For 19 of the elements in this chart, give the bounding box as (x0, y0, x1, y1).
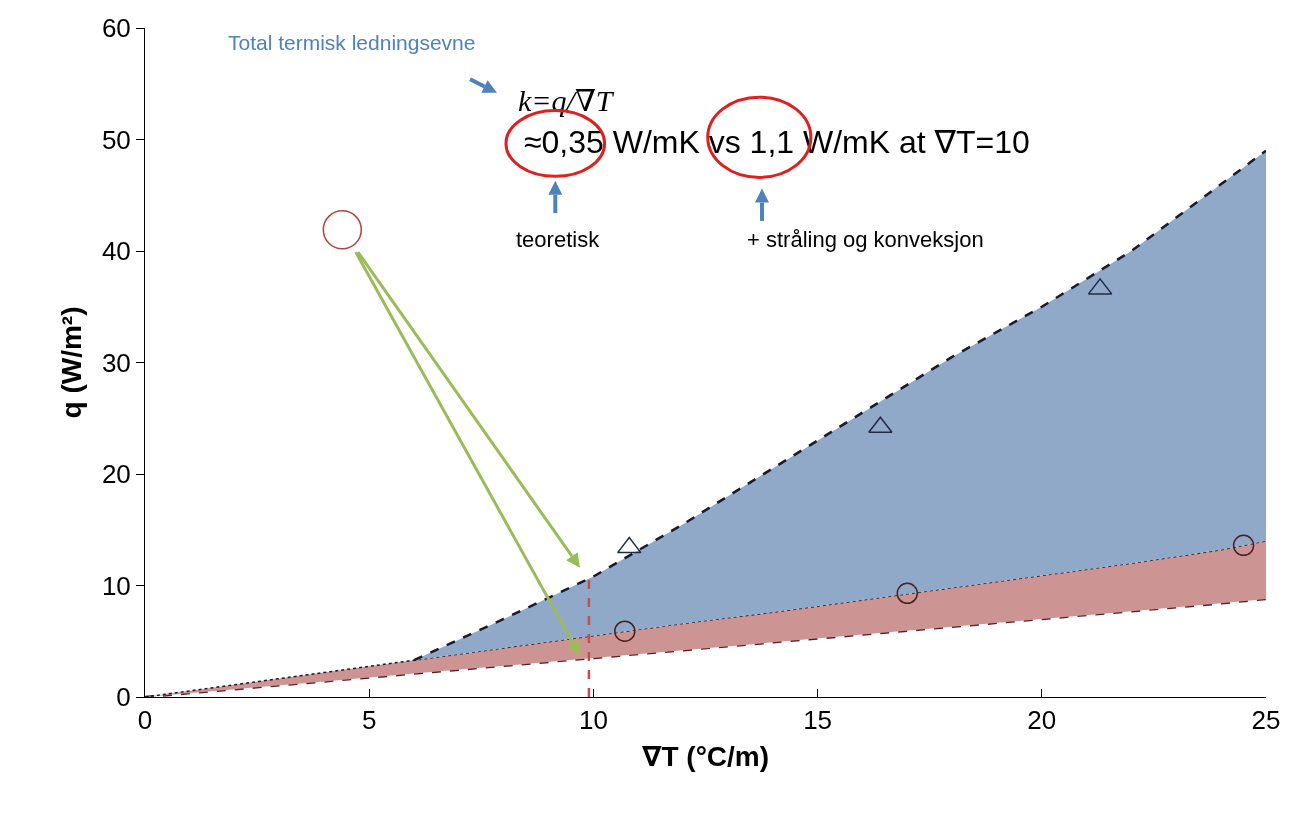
y-tick-label: 60 (101, 13, 131, 44)
y-tick-label: 20 (101, 459, 131, 490)
x-tick-label: 5 (361, 705, 377, 736)
x-tick-label: 0 (137, 705, 153, 736)
y-axis-title: q (W/m²) (55, 306, 87, 419)
y-tick-label: 40 (101, 236, 131, 267)
y-tick-label: 0 (116, 682, 131, 713)
x-tick-label: 25 (1251, 705, 1281, 736)
y-tick-label: 10 (101, 570, 131, 601)
annotation: teoretisk (516, 227, 601, 252)
annotation: k=q/∇T (518, 84, 615, 117)
x-tick-label: 15 (803, 705, 833, 736)
annotation: Total termisk ledningsevne (228, 31, 476, 54)
y-tick-label: 50 (101, 124, 131, 155)
x-tick-label: 20 (1027, 705, 1057, 736)
y-tick-label: 30 (101, 347, 131, 378)
annotation: + stråling og konveksjon (747, 227, 984, 252)
x-axis-title: ∇T (°C/m) (641, 741, 770, 773)
x-tick-label: 10 (578, 705, 608, 736)
